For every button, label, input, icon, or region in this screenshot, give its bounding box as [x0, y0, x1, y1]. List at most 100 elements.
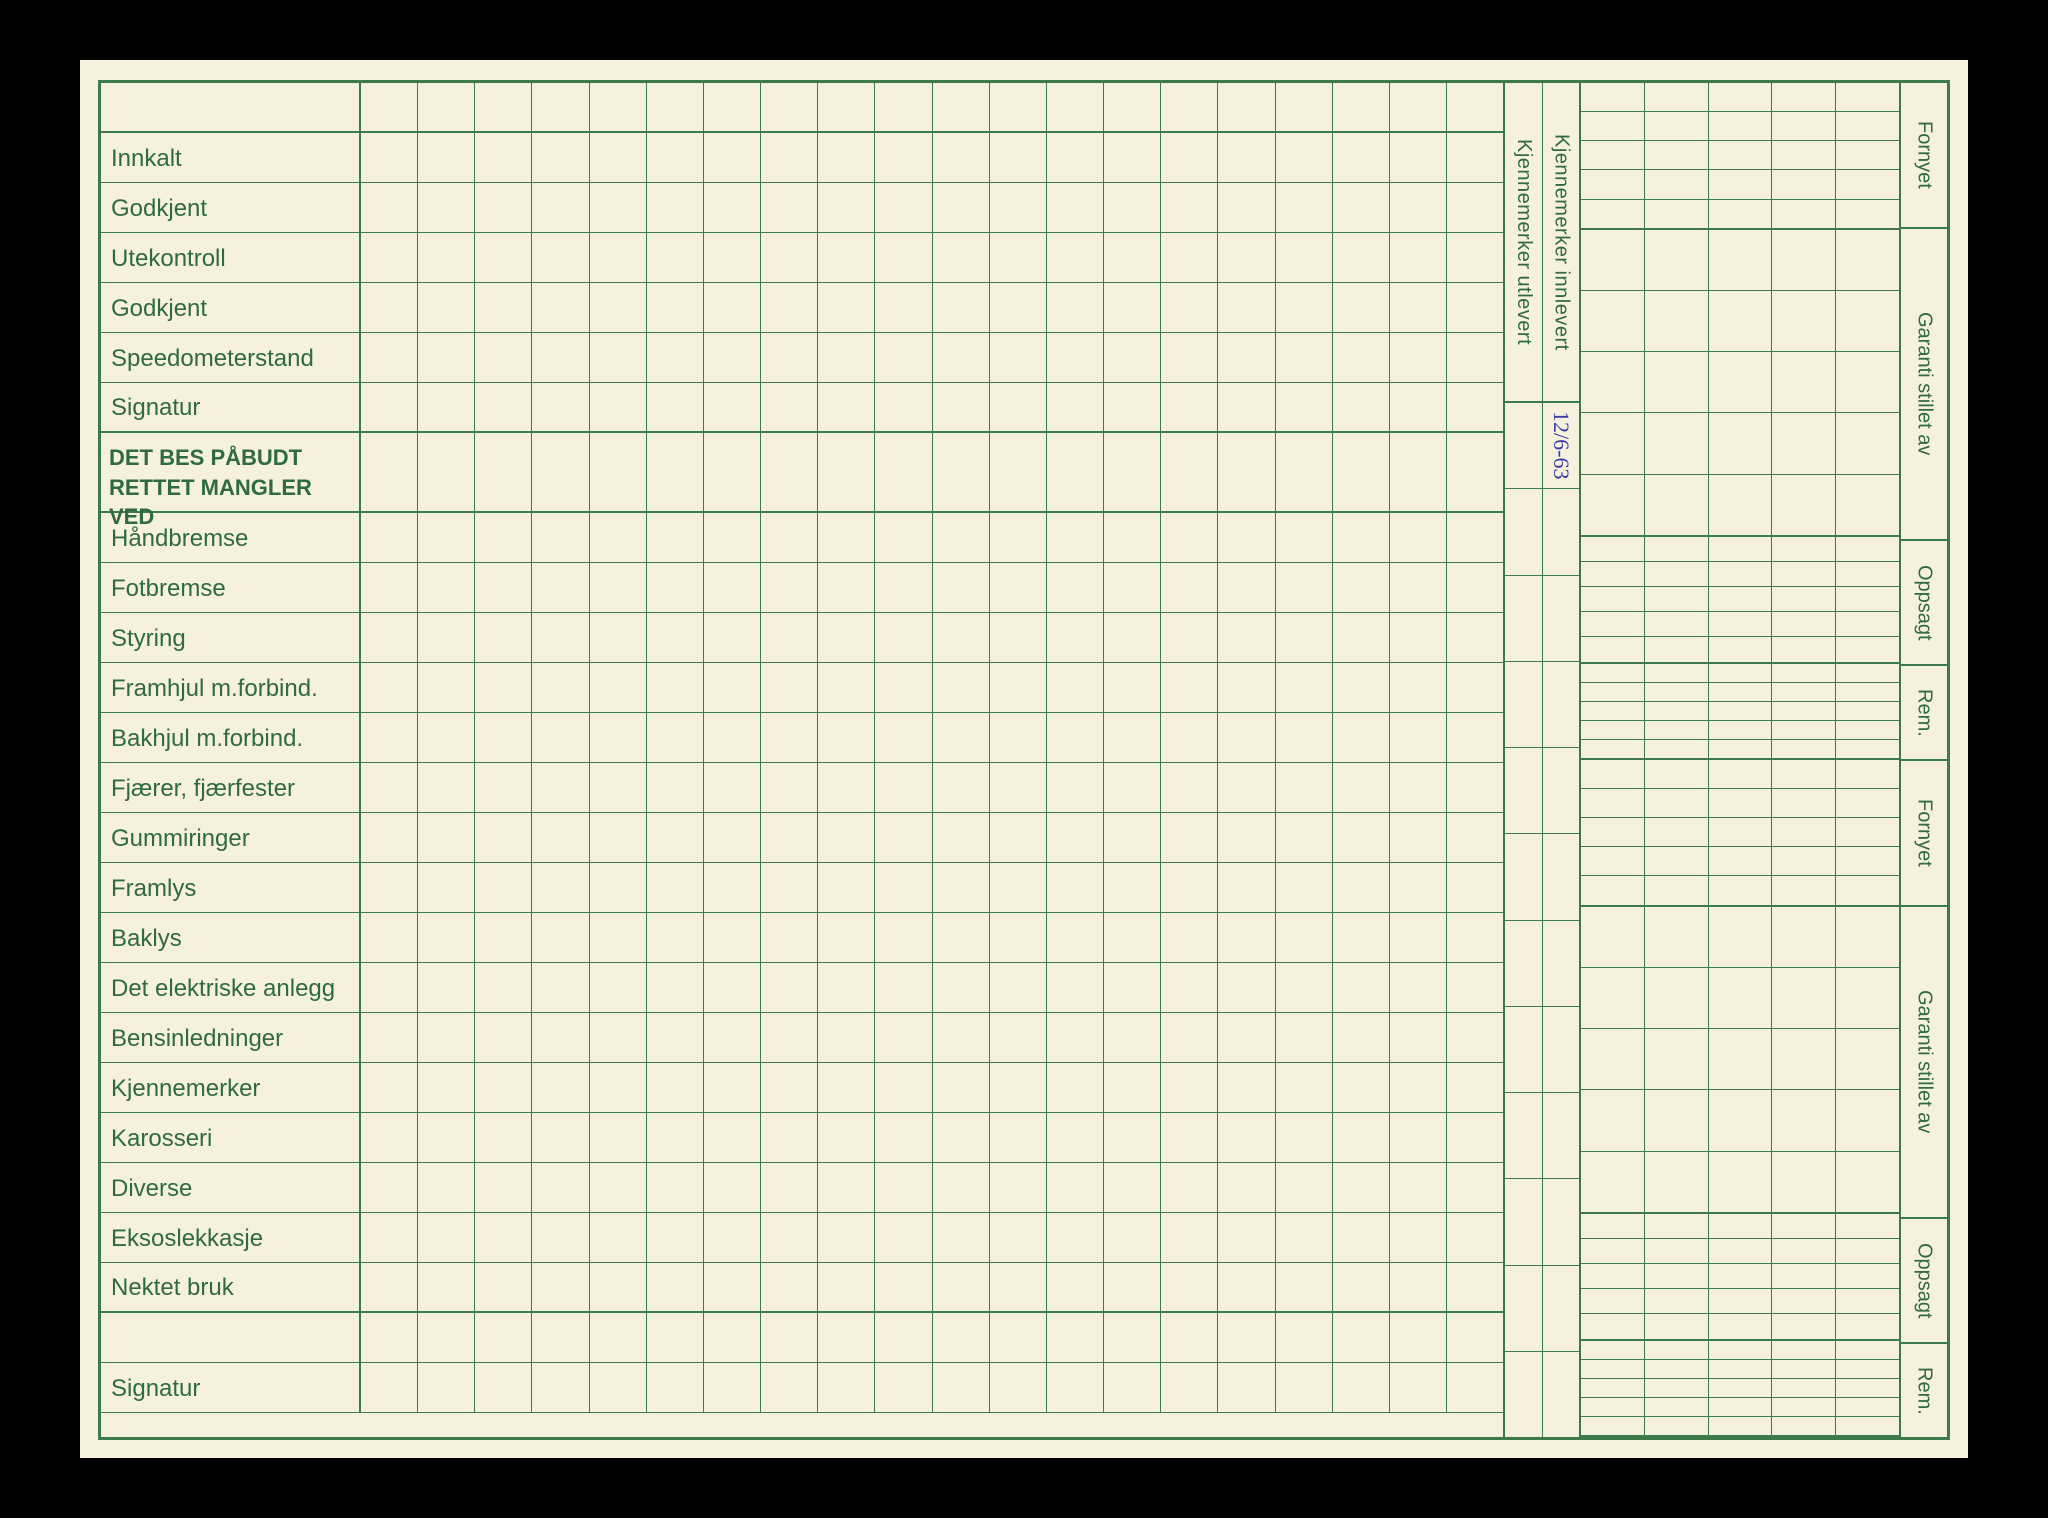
grid-cell — [532, 813, 589, 862]
grid-cell — [647, 233, 704, 282]
grid-cell — [475, 613, 532, 662]
grid-cell — [1447, 333, 1503, 382]
grid-cells — [361, 1213, 1503, 1262]
grid-cell — [361, 863, 418, 912]
grid-cell — [875, 913, 932, 962]
grid-row: Framhjul m.forbind. — [101, 663, 1503, 713]
grid-cell — [933, 383, 990, 431]
right-grid-cell — [1645, 1029, 1709, 1089]
grid-cell — [1218, 133, 1275, 182]
grid-cell — [761, 1063, 818, 1112]
grid-cell — [818, 1063, 875, 1112]
grid-cell — [532, 663, 589, 712]
grid-cells — [361, 963, 1503, 1012]
grid-cell — [647, 1163, 704, 1212]
row-label: Bakhjul m.forbind. — [101, 713, 361, 762]
grid-cell — [1447, 813, 1503, 862]
grid-cell — [361, 713, 418, 762]
grid-cell — [418, 1113, 475, 1162]
right-grid-cell — [1772, 907, 1836, 967]
grid-cell — [1276, 283, 1333, 332]
right-grid-cell — [1772, 1314, 1836, 1338]
grid-cell — [704, 1213, 761, 1262]
grid-cell — [1104, 333, 1161, 382]
row-label: Signatur — [101, 383, 361, 431]
right-grid-cell — [1581, 907, 1645, 967]
right-grid-cell — [1709, 612, 1773, 636]
grid-cell — [361, 813, 418, 862]
grid-cell — [818, 963, 875, 1012]
grid-cell — [1218, 433, 1275, 511]
right-grid-cell — [1836, 291, 1899, 351]
right-grid-cell — [1772, 847, 1836, 875]
right-grid-row — [1581, 1289, 1899, 1314]
grid-cell — [990, 713, 1047, 762]
row-label: Utekontroll — [101, 233, 361, 282]
grid-cells — [361, 383, 1503, 431]
grid-cell — [361, 1313, 418, 1362]
mid-column-header: Kjennemerker innlevert — [1543, 83, 1580, 403]
grid-cell — [361, 913, 418, 962]
grid-cell — [1276, 133, 1333, 182]
grid-cell — [418, 513, 475, 562]
right-grid-cell — [1772, 1214, 1836, 1238]
grid-cell — [875, 563, 932, 612]
grid-cell — [1104, 183, 1161, 232]
grid-cell — [361, 1063, 418, 1112]
right-grid-cell — [1709, 587, 1773, 611]
grid-cell — [1276, 813, 1333, 862]
right-grid-cell — [1709, 230, 1773, 290]
grid-cell — [761, 863, 818, 912]
grid-cell — [875, 963, 932, 1012]
grid-cell — [990, 963, 1047, 1012]
grid-cell — [1390, 433, 1447, 511]
grid-cell — [875, 663, 932, 712]
right-grid-cell — [1645, 968, 1709, 1028]
grid-cell — [532, 1263, 589, 1311]
grid-cell — [1333, 183, 1390, 232]
right-grid-cell — [1645, 475, 1709, 535]
right-grid-cell — [1709, 141, 1773, 169]
grid-cell — [361, 963, 418, 1012]
edge-label: Garanti stillet av — [1901, 907, 1947, 1218]
grid-cell — [590, 183, 647, 232]
right-grid-cell — [1581, 562, 1645, 586]
grid-cells — [361, 1113, 1503, 1162]
edge-label: Oppsagt — [1901, 541, 1947, 667]
right-grid-cell — [1581, 291, 1645, 351]
grid-cells — [361, 233, 1503, 282]
grid-cells — [361, 1163, 1503, 1212]
grid-cell — [990, 613, 1047, 662]
grid-cell — [361, 83, 418, 131]
grid-cell — [1276, 663, 1333, 712]
grid-cell — [418, 433, 475, 511]
right-grid-cell — [1581, 847, 1645, 875]
right-grid-row — [1581, 1152, 1899, 1214]
right-grid-block — [1581, 83, 1901, 1437]
grid-cell — [1218, 963, 1275, 1012]
grid-cell — [933, 1163, 990, 1212]
grid-cell — [704, 1113, 761, 1162]
right-grid-cell — [1709, 1289, 1773, 1313]
grid-cell — [1218, 913, 1275, 962]
right-grid-row — [1581, 413, 1899, 474]
grid-cell — [647, 333, 704, 382]
grid-cell — [933, 1063, 990, 1112]
grid-cell — [875, 283, 932, 332]
grid-cell — [1447, 713, 1503, 762]
grid-cell — [1390, 1263, 1447, 1311]
right-grid-cell — [1581, 1029, 1645, 1089]
grid-row: Speedometerstand — [101, 333, 1503, 383]
grid-cells — [361, 863, 1503, 912]
right-grid-cell — [1836, 740, 1899, 758]
grid-cell — [704, 1263, 761, 1311]
grid-cell — [761, 663, 818, 712]
grid-row: Håndbremse — [101, 513, 1503, 563]
right-grid-cell — [1772, 200, 1836, 228]
right-grid-cell — [1645, 170, 1709, 198]
right-grid-cell — [1645, 413, 1709, 473]
grid-cell — [475, 83, 532, 131]
grid-cell — [1333, 1113, 1390, 1162]
grid-cell — [590, 963, 647, 1012]
grid-row: Bakhjul m.forbind. — [101, 713, 1503, 763]
